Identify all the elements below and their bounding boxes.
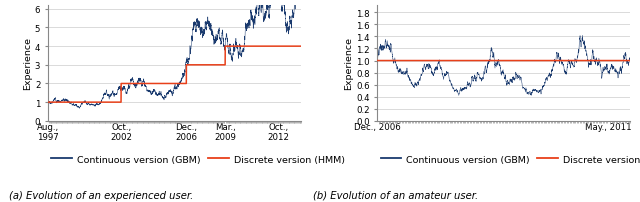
Y-axis label: Experience: Experience <box>344 37 353 90</box>
Text: (a) Evolution of an experienced user.: (a) Evolution of an experienced user. <box>9 190 193 200</box>
Text: (b) Evolution of an amateur user.: (b) Evolution of an amateur user. <box>313 190 478 200</box>
Y-axis label: Experience: Experience <box>23 37 32 90</box>
Legend: Continuous version (GBM), Discrete version (HMM): Continuous version (GBM), Discrete versi… <box>47 151 348 168</box>
Legend: Continuous version (GBM), Discrete version (HMM): Continuous version (GBM), Discrete versi… <box>377 151 640 168</box>
